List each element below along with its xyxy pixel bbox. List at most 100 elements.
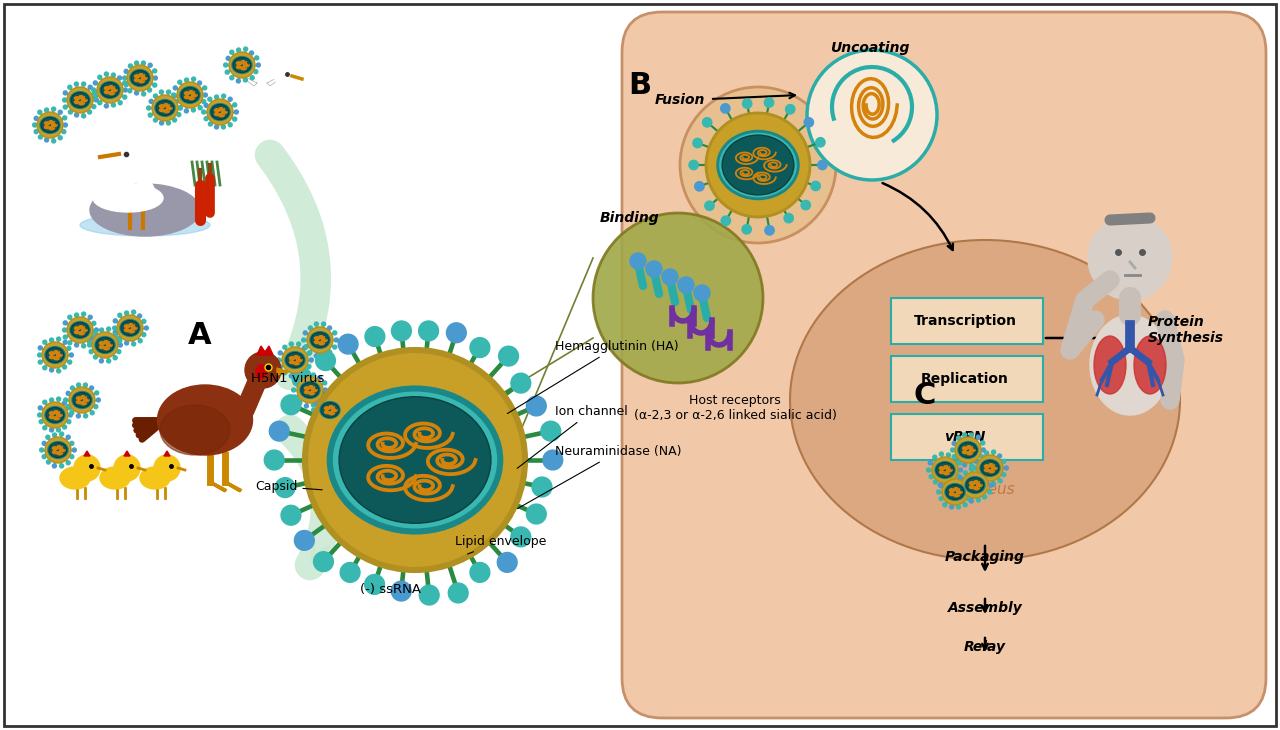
Circle shape bbox=[543, 450, 563, 470]
Circle shape bbox=[447, 323, 466, 342]
Circle shape bbox=[152, 69, 156, 73]
Circle shape bbox=[324, 388, 328, 392]
Circle shape bbox=[283, 345, 287, 349]
Circle shape bbox=[764, 98, 773, 107]
Circle shape bbox=[630, 253, 646, 269]
Circle shape bbox=[308, 326, 312, 330]
Circle shape bbox=[42, 340, 47, 345]
Circle shape bbox=[678, 277, 694, 293]
Circle shape bbox=[721, 216, 731, 226]
Circle shape bbox=[228, 97, 232, 101]
Circle shape bbox=[74, 313, 78, 317]
Circle shape bbox=[116, 315, 143, 341]
Circle shape bbox=[250, 51, 253, 55]
Circle shape bbox=[50, 338, 54, 342]
Circle shape bbox=[113, 326, 116, 330]
Circle shape bbox=[325, 393, 329, 397]
Circle shape bbox=[106, 359, 110, 363]
Circle shape bbox=[33, 123, 37, 127]
Circle shape bbox=[470, 563, 490, 583]
Circle shape bbox=[765, 226, 774, 235]
Circle shape bbox=[184, 78, 188, 82]
Ellipse shape bbox=[70, 321, 90, 339]
Circle shape bbox=[42, 402, 68, 428]
Circle shape bbox=[311, 408, 316, 412]
Ellipse shape bbox=[60, 467, 90, 489]
Circle shape bbox=[97, 75, 102, 80]
Circle shape bbox=[1088, 216, 1172, 300]
Circle shape bbox=[197, 81, 201, 85]
Circle shape bbox=[207, 99, 233, 125]
Circle shape bbox=[988, 490, 992, 494]
Circle shape bbox=[116, 337, 120, 340]
Circle shape bbox=[118, 313, 122, 318]
Circle shape bbox=[646, 261, 662, 277]
Circle shape bbox=[42, 400, 47, 404]
Circle shape bbox=[315, 354, 319, 358]
Circle shape bbox=[237, 48, 241, 52]
Ellipse shape bbox=[93, 184, 163, 212]
Ellipse shape bbox=[957, 442, 978, 458]
Circle shape bbox=[132, 310, 136, 314]
Polygon shape bbox=[257, 346, 273, 355]
Circle shape bbox=[40, 420, 44, 423]
Text: Hemagglutinin (HA): Hemagglutinin (HA) bbox=[507, 340, 678, 414]
Circle shape bbox=[92, 332, 118, 358]
Circle shape bbox=[307, 365, 311, 369]
Ellipse shape bbox=[45, 347, 65, 364]
Circle shape bbox=[192, 108, 196, 112]
Circle shape bbox=[118, 76, 122, 80]
Circle shape bbox=[963, 433, 966, 437]
Circle shape bbox=[276, 358, 280, 362]
Circle shape bbox=[63, 335, 68, 339]
Circle shape bbox=[90, 350, 93, 353]
Circle shape bbox=[105, 72, 109, 76]
Circle shape bbox=[302, 338, 306, 342]
Circle shape bbox=[963, 463, 966, 467]
Circle shape bbox=[152, 83, 156, 87]
Circle shape bbox=[173, 86, 177, 90]
Text: Transcription: Transcription bbox=[914, 314, 1016, 328]
Ellipse shape bbox=[156, 101, 174, 115]
Ellipse shape bbox=[211, 104, 229, 120]
Circle shape bbox=[419, 321, 439, 341]
Circle shape bbox=[42, 342, 68, 368]
Circle shape bbox=[93, 81, 97, 85]
Circle shape bbox=[138, 339, 142, 343]
Circle shape bbox=[275, 477, 294, 498]
Circle shape bbox=[113, 333, 118, 337]
Circle shape bbox=[328, 350, 332, 354]
Circle shape bbox=[292, 388, 296, 392]
Circle shape bbox=[88, 85, 92, 89]
Circle shape bbox=[95, 391, 99, 395]
Text: Packaging: Packaging bbox=[945, 550, 1025, 564]
Circle shape bbox=[940, 484, 943, 488]
Circle shape bbox=[314, 415, 319, 419]
Circle shape bbox=[225, 70, 229, 74]
Circle shape bbox=[392, 581, 411, 601]
Circle shape bbox=[302, 346, 307, 350]
Circle shape bbox=[968, 483, 972, 487]
Circle shape bbox=[952, 480, 956, 484]
Circle shape bbox=[92, 321, 96, 326]
FancyBboxPatch shape bbox=[891, 414, 1043, 460]
Circle shape bbox=[88, 336, 92, 340]
Ellipse shape bbox=[285, 352, 305, 369]
Circle shape bbox=[289, 374, 293, 378]
Circle shape bbox=[83, 414, 87, 418]
Circle shape bbox=[87, 340, 92, 344]
Circle shape bbox=[118, 101, 122, 105]
Polygon shape bbox=[276, 368, 289, 375]
Circle shape bbox=[969, 467, 973, 471]
Circle shape bbox=[123, 88, 127, 92]
Circle shape bbox=[113, 319, 118, 323]
Circle shape bbox=[63, 98, 67, 102]
Circle shape bbox=[77, 383, 81, 387]
Circle shape bbox=[303, 331, 307, 335]
Circle shape bbox=[282, 505, 301, 525]
Circle shape bbox=[123, 76, 127, 80]
Circle shape bbox=[992, 482, 996, 486]
Circle shape bbox=[973, 466, 977, 470]
Circle shape bbox=[973, 473, 977, 477]
Circle shape bbox=[338, 334, 358, 354]
